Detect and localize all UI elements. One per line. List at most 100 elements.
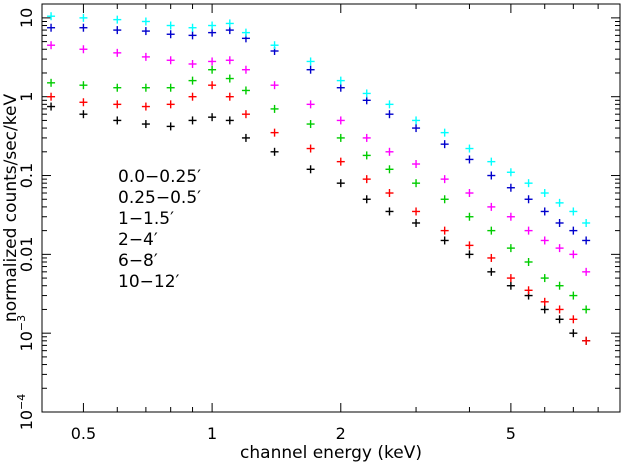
data-point [79, 45, 88, 54]
data-point [270, 41, 279, 50]
data-point [79, 81, 88, 90]
data-point [47, 12, 56, 21]
data-point [440, 226, 449, 235]
data-point [385, 147, 394, 156]
data-point [440, 236, 449, 245]
x-tick-label: 1 [207, 424, 217, 443]
data-point [569, 250, 578, 259]
data-point [506, 244, 515, 253]
data-point [465, 155, 474, 164]
data-point [362, 195, 371, 204]
legend-entry: 6−8′ [118, 251, 158, 271]
data-point [208, 57, 217, 66]
data-point [465, 144, 474, 153]
data-point [79, 110, 88, 119]
data-point [487, 157, 496, 166]
data-point [188, 23, 197, 32]
data-point [362, 96, 371, 105]
data-point [306, 65, 315, 74]
data-point [166, 30, 175, 39]
legend-entry: 10−12′ [118, 272, 180, 292]
data-point [113, 15, 122, 24]
data-point [555, 281, 564, 290]
data-point [487, 202, 496, 211]
data-point [141, 17, 150, 26]
data-point [47, 23, 56, 32]
data-point [412, 160, 421, 169]
data-point [336, 83, 345, 92]
data-point [166, 56, 175, 65]
data-point [487, 267, 496, 276]
data-point [225, 92, 234, 101]
data-point [79, 23, 88, 32]
data-point [188, 92, 197, 101]
data-point [540, 236, 549, 245]
data-point [306, 165, 315, 174]
data-point [440, 195, 449, 204]
data-point [141, 83, 150, 92]
data-point [412, 124, 421, 133]
data-point [555, 218, 564, 227]
data-point [555, 244, 564, 253]
data-point [141, 52, 150, 61]
series-5 [47, 41, 591, 276]
data-point [555, 198, 564, 207]
x-tick-label: 5 [506, 424, 516, 443]
data-point [47, 92, 56, 101]
series-2 [47, 65, 591, 314]
data-point [524, 195, 533, 204]
axis-tick-labels: 0.5 1 2 5 10−4 10−3 0.01 0.1 1 10 [15, 8, 516, 443]
data-point [188, 31, 197, 40]
data-point [225, 116, 234, 125]
data-point [465, 250, 474, 259]
data-point [569, 329, 578, 338]
data-point [241, 133, 250, 142]
data-point [141, 102, 150, 111]
y-tick-label: 10 [17, 8, 36, 28]
data-point [506, 281, 515, 290]
data-point [540, 189, 549, 198]
legend-entry: 2−4′ [118, 230, 158, 250]
data-point [241, 65, 250, 74]
data-point [113, 116, 122, 125]
data-point [306, 100, 315, 109]
data-point [540, 297, 549, 306]
data-point [166, 100, 175, 109]
data-point [166, 21, 175, 30]
data-point [166, 83, 175, 92]
plot-frame [41, 3, 621, 413]
data-point [270, 147, 279, 156]
data-point [336, 157, 345, 166]
data-point [113, 100, 122, 109]
data-point [412, 116, 421, 125]
data-point [555, 305, 564, 314]
x-axis-label: channel energy (keV) [240, 443, 422, 463]
data-point [385, 110, 394, 119]
data-point [412, 179, 421, 188]
data-point [362, 151, 371, 160]
x-tick-label: 2 [336, 424, 346, 443]
data-point [47, 78, 56, 87]
data-point [113, 83, 122, 92]
data-point [440, 140, 449, 149]
data-point [506, 212, 515, 221]
data-point [188, 59, 197, 68]
data-point [524, 179, 533, 188]
data-point [241, 28, 250, 37]
data-point [412, 218, 421, 227]
series-1 [47, 81, 591, 345]
data-point [306, 57, 315, 66]
data-point [506, 168, 515, 177]
data-point [412, 207, 421, 216]
x-tick-label: 0.5 [71, 424, 96, 443]
data-point [208, 65, 217, 74]
data-point [225, 74, 234, 83]
data-point [487, 171, 496, 180]
data-point [47, 102, 56, 111]
data-point [208, 21, 217, 30]
data-point [385, 100, 394, 109]
legend-entry: 1−1.5′ [118, 209, 174, 229]
y-tick-label: 0.01 [17, 237, 36, 273]
data-point [569, 291, 578, 300]
